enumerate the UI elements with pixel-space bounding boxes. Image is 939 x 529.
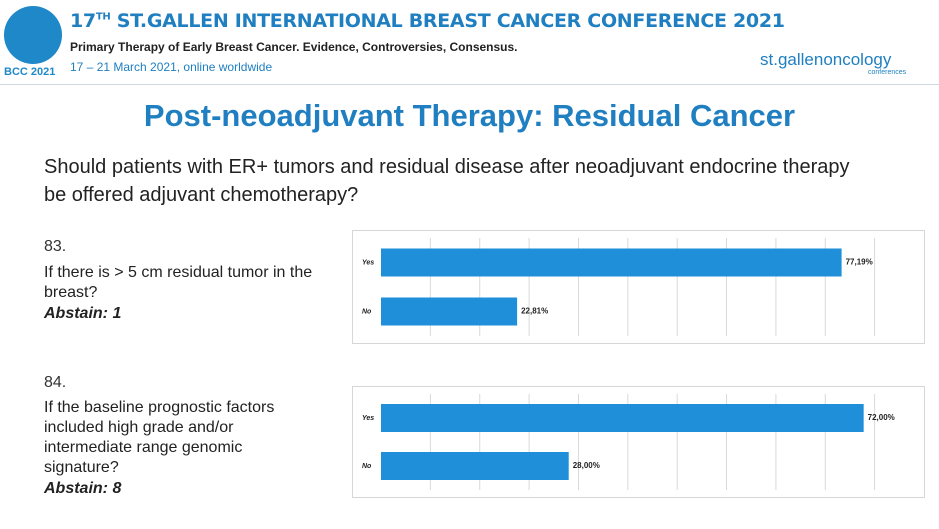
value-label: 28,00% <box>573 461 600 470</box>
brand-sub: conferences <box>868 69 907 76</box>
chart-frame <box>352 386 925 498</box>
question: Should patients with ER+ tumors and resi… <box>44 156 850 206</box>
header-bar <box>0 0 939 85</box>
conference-date: 17 – 21 March 2021, online worldwide <box>70 60 273 74</box>
value-label: 77,19% <box>846 258 873 267</box>
question-number: 84. <box>44 374 67 391</box>
slide-title: Post-neoadjuvant Therapy: Residual Cance… <box>143 98 796 133</box>
conference-subtitle: Primary Therapy of Early Breast Cancer. … <box>70 40 518 54</box>
bar <box>381 452 569 480</box>
sub-question: If there is > 5 cm residual tumor in the… <box>44 264 313 301</box>
category-label: No <box>362 463 372 470</box>
chart-frame <box>352 230 925 344</box>
category-label: Yes <box>362 259 374 266</box>
logo <box>4 6 62 64</box>
brand: st.gallenoncology <box>760 50 892 69</box>
question-number: 83. <box>44 238 67 255</box>
bar <box>381 404 864 432</box>
bar-chart: Yes 77,19% No 22,81% <box>352 230 925 344</box>
category-label: Yes <box>362 415 374 422</box>
value-label: 72,00% <box>868 413 895 422</box>
value-label: 22,81% <box>521 307 548 316</box>
abstain: Abstain: 1 <box>44 305 122 322</box>
conference-name: ST.GALLEN INTERNATIONAL BREAST CANCER CO… <box>116 10 785 32</box>
sub-question: If the baseline prognostic factors inclu… <box>44 399 275 476</box>
bar <box>381 297 518 326</box>
logo-text: BCC 2021 <box>4 66 56 78</box>
bar <box>381 248 842 277</box>
edition: 17 <box>70 10 96 32</box>
category-label: No <box>362 308 372 315</box>
bar-chart: Yes 72,00% No 28,00% <box>352 386 925 498</box>
abstain: Abstain: 8 <box>44 480 122 497</box>
edition-suffix: TH <box>95 11 111 23</box>
conference-title: 17TH ST.GALLEN INTERNATIONAL BREAST CANC… <box>70 10 785 32</box>
